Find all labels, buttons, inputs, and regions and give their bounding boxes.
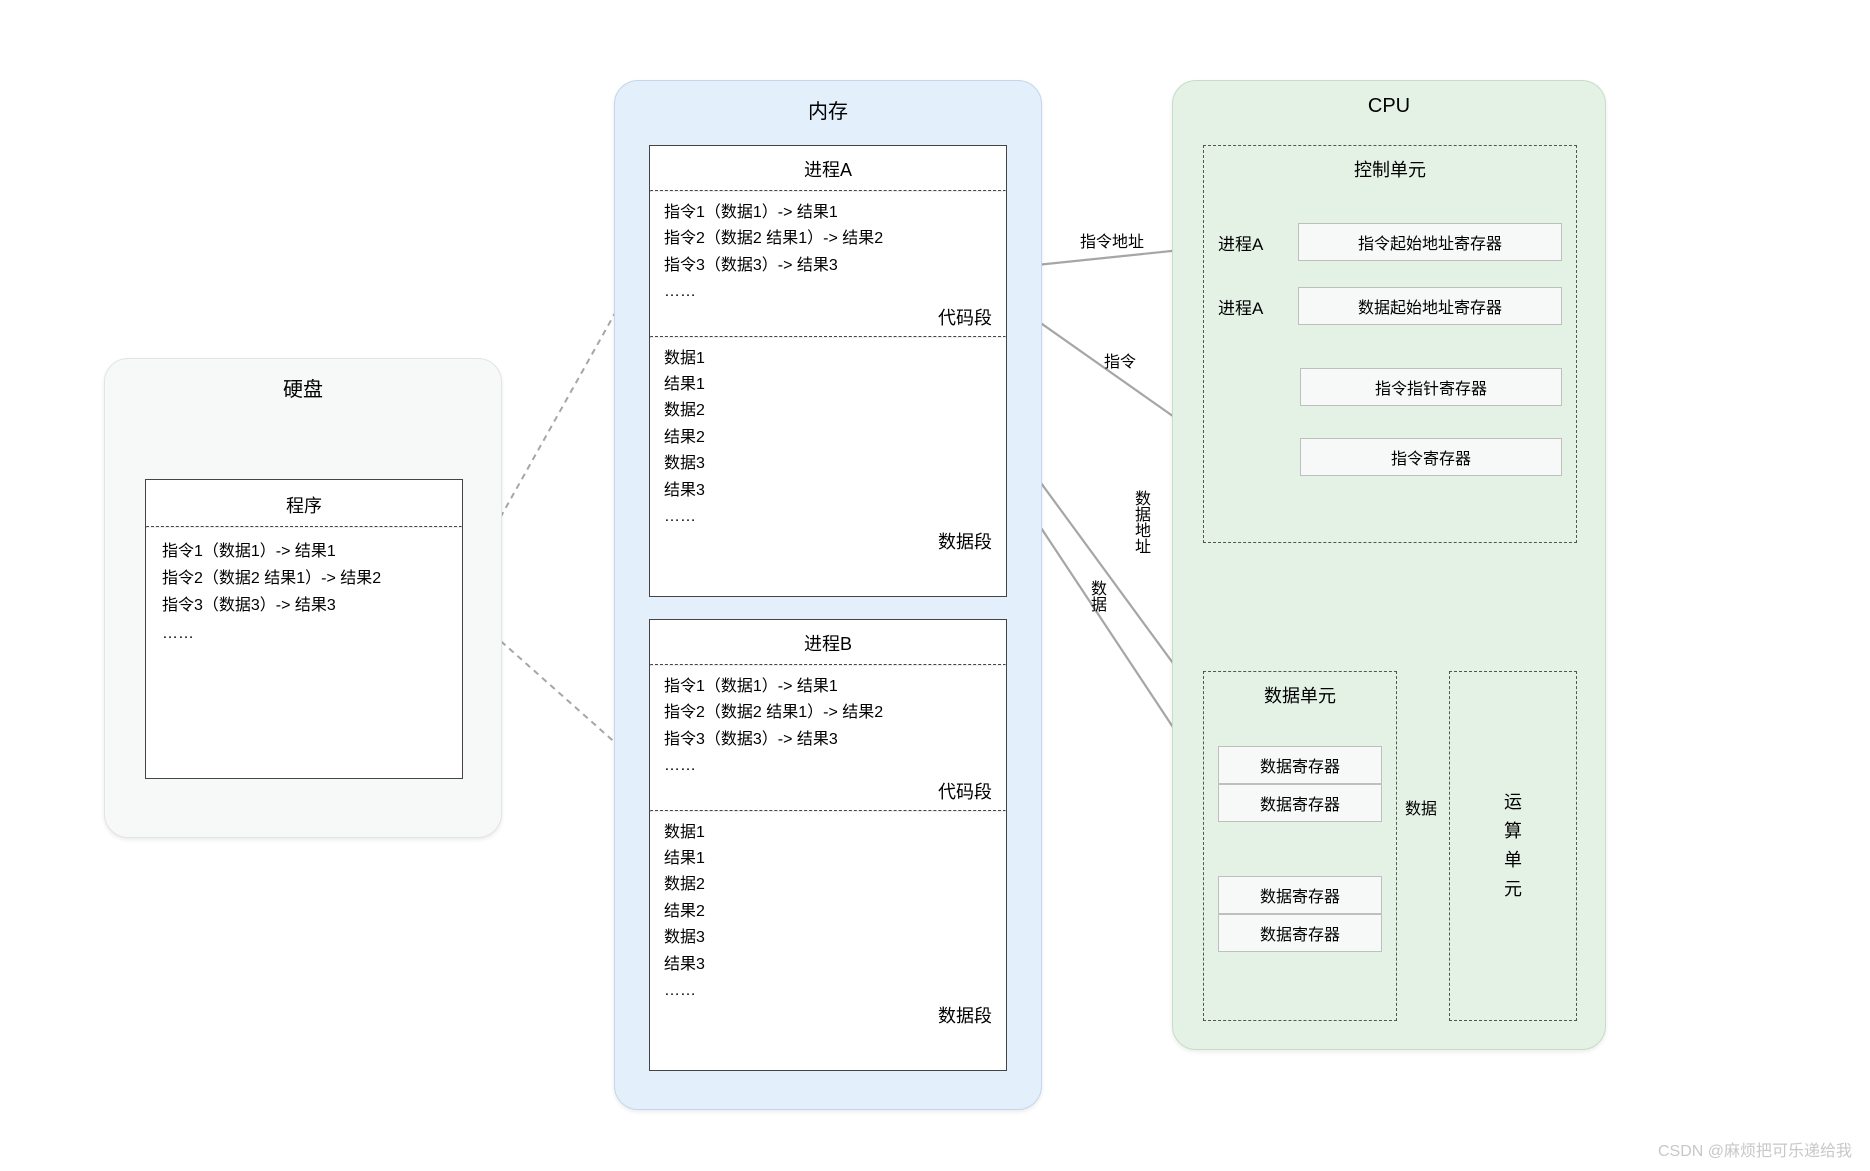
code-line: 指令1（数据1）-> 结果1	[664, 200, 992, 226]
code-line: ……	[664, 753, 992, 779]
data-line: 结果1	[664, 846, 992, 872]
alu-title: 运 算 单 元	[1450, 672, 1576, 1020]
disk-panel: 硬盘 程序 指令1（数据1）-> 结果1 指令2（数据2 结果1）-> 结果2 …	[104, 358, 502, 838]
control-unit-box: 控制单元 进程A 指令起始地址寄存器 进程A 数据起始地址寄存器 指令指针寄存器…	[1203, 145, 1577, 543]
register-box: 数据寄存器	[1218, 784, 1382, 822]
code-line: 指令3（数据3）-> 结果3	[664, 727, 992, 753]
code-line: 指令1（数据1）-> 结果1	[162, 538, 446, 565]
data-line: 结果3	[664, 478, 992, 504]
code-line: 指令2（数据2 结果1）-> 结果2	[664, 700, 992, 726]
memory-panel: 内存 进程A 指令1（数据1）-> 结果1 指令2（数据2 结果1）-> 结果2…	[614, 80, 1042, 1110]
program-box: 程序 指令1（数据1）-> 结果1 指令2（数据2 结果1）-> 结果2 指令3…	[145, 479, 463, 779]
cu-row-label: 进程A	[1218, 294, 1298, 319]
arrow-label-instr: 指令	[1104, 348, 1136, 372]
code-line: 指令2（数据2 结果1）-> 结果2	[162, 565, 446, 592]
data-line: 数据2	[664, 872, 992, 898]
data-unit-title: 数据单元	[1204, 672, 1396, 718]
process-a-box: 进程A 指令1（数据1）-> 结果1 指令2（数据2 结果1）-> 结果2 指令…	[649, 145, 1007, 597]
data-unit-box: 数据单元 数据寄存器 数据寄存器 数据寄存器 数据寄存器	[1203, 671, 1397, 1021]
cu-row-1: 进程A 指令起始地址寄存器	[1218, 222, 1562, 262]
data-line: 结果3	[664, 952, 992, 978]
arrow-label-instr-addr: 指令地址	[1080, 228, 1144, 252]
data-line: 数据3	[664, 925, 992, 951]
cpu-title: CPU	[1173, 81, 1605, 118]
register-box: 指令起始地址寄存器	[1298, 223, 1562, 261]
data-line: 结果2	[664, 425, 992, 451]
process-b-title: 进程B	[650, 620, 1006, 664]
process-b-box: 进程B 指令1（数据1）-> 结果1 指令2（数据2 结果1）-> 结果2 指令…	[649, 619, 1007, 1071]
diagram-canvas: 硬盘 程序 指令1（数据1）-> 结果1 指令2（数据2 结果1）-> 结果2 …	[0, 0, 1870, 1171]
bus-label: 数据	[1405, 795, 1437, 819]
code-section-label: 代码段	[650, 778, 1006, 810]
register-box: 指令指针寄存器	[1300, 368, 1562, 406]
data-line: ……	[664, 504, 992, 530]
data-line: 数据2	[664, 398, 992, 424]
watermark: CSDN @麻烦把可乐递给我	[1658, 1137, 1852, 1161]
process-a-code: 指令1（数据1）-> 结果1 指令2（数据2 结果1）-> 结果2 指令3（数据…	[650, 192, 1006, 308]
code-line: ……	[664, 279, 992, 305]
arrow-label-data-addr: 数据地址	[1128, 490, 1152, 554]
data-line: 数据1	[664, 346, 992, 372]
control-unit-title: 控制单元	[1204, 146, 1576, 192]
data-line: 结果2	[664, 899, 992, 925]
register-box: 数据寄存器	[1218, 876, 1382, 914]
process-b-code: 指令1（数据1）-> 结果1 指令2（数据2 结果1）-> 结果2 指令3（数据…	[650, 666, 1006, 782]
process-a-title: 进程A	[650, 146, 1006, 190]
data-section-label: 数据段	[650, 528, 1006, 560]
register-box: 数据起始地址寄存器	[1298, 287, 1562, 325]
data-line: 结果1	[664, 372, 992, 398]
register-box: 数据寄存器	[1218, 746, 1382, 784]
disk-title: 硬盘	[105, 359, 501, 402]
arrow-label-data: 数据	[1084, 580, 1108, 612]
code-line: 指令1（数据1）-> 结果1	[664, 674, 992, 700]
code-line: 指令3（数据3）-> 结果3	[664, 253, 992, 279]
code-line: 指令2（数据2 结果1）-> 结果2	[664, 226, 992, 252]
alu-box: 运 算 单 元	[1449, 671, 1577, 1021]
cu-row-2: 进程A 数据起始地址寄存器	[1218, 286, 1562, 326]
register-box: 指令寄存器	[1300, 438, 1562, 476]
process-b-data: 数据1 结果1 数据2 结果2 数据3 结果3 ……	[650, 812, 1006, 1007]
program-lines: 指令1（数据1）-> 结果1 指令2（数据2 结果1）-> 结果2 指令3（数据…	[146, 528, 462, 657]
code-line: ……	[162, 620, 446, 647]
data-section-label: 数据段	[650, 1002, 1006, 1034]
code-line: 指令3（数据3）-> 结果3	[162, 592, 446, 619]
memory-title: 内存	[615, 81, 1041, 124]
cpu-panel: CPU 控制单元 进程A 指令起始地址寄存器 进程A 数据起始地址寄存器 指令指…	[1172, 80, 1606, 1050]
data-line: 数据1	[664, 820, 992, 846]
program-title: 程序	[146, 480, 462, 526]
process-a-data: 数据1 结果1 数据2 结果2 数据3 结果3 ……	[650, 338, 1006, 533]
register-box: 数据寄存器	[1218, 914, 1382, 952]
code-section-label: 代码段	[650, 304, 1006, 336]
data-line: 数据3	[664, 451, 992, 477]
cu-row-label: 进程A	[1218, 230, 1298, 255]
data-line: ……	[664, 978, 992, 1004]
